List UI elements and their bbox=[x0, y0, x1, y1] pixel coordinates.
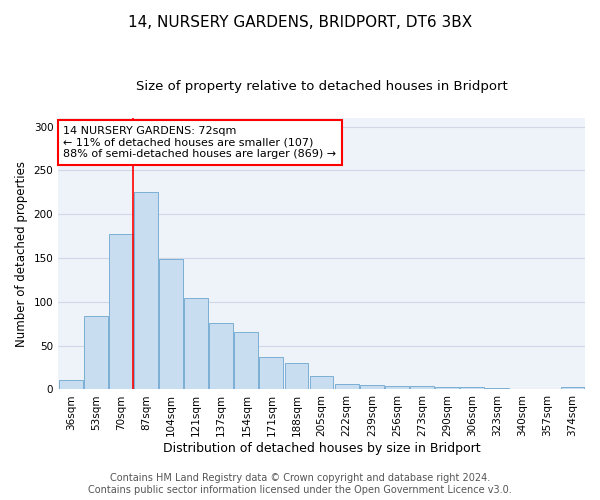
Bar bbox=[335, 384, 359, 390]
Bar bbox=[360, 385, 383, 390]
Y-axis label: Number of detached properties: Number of detached properties bbox=[15, 160, 28, 346]
Bar bbox=[485, 388, 509, 390]
Bar bbox=[560, 387, 584, 390]
Bar bbox=[59, 380, 83, 390]
Bar bbox=[159, 259, 183, 390]
Bar bbox=[310, 376, 334, 390]
Bar bbox=[259, 357, 283, 390]
Bar bbox=[209, 323, 233, 390]
Bar bbox=[385, 386, 409, 390]
X-axis label: Distribution of detached houses by size in Bridport: Distribution of detached houses by size … bbox=[163, 442, 481, 455]
Bar bbox=[460, 387, 484, 390]
Text: 14, NURSERY GARDENS, BRIDPORT, DT6 3BX: 14, NURSERY GARDENS, BRIDPORT, DT6 3BX bbox=[128, 15, 472, 30]
Bar bbox=[410, 386, 434, 390]
Bar bbox=[235, 332, 258, 390]
Bar bbox=[84, 316, 108, 390]
Bar bbox=[184, 298, 208, 390]
Bar bbox=[511, 388, 534, 390]
Bar bbox=[134, 192, 158, 390]
Bar bbox=[535, 388, 559, 390]
Text: Contains HM Land Registry data © Crown copyright and database right 2024.
Contai: Contains HM Land Registry data © Crown c… bbox=[88, 474, 512, 495]
Bar bbox=[435, 387, 459, 390]
Bar bbox=[284, 363, 308, 390]
Title: Size of property relative to detached houses in Bridport: Size of property relative to detached ho… bbox=[136, 80, 508, 93]
Text: 14 NURSERY GARDENS: 72sqm
← 11% of detached houses are smaller (107)
88% of semi: 14 NURSERY GARDENS: 72sqm ← 11% of detac… bbox=[64, 126, 337, 159]
Bar bbox=[109, 234, 133, 390]
